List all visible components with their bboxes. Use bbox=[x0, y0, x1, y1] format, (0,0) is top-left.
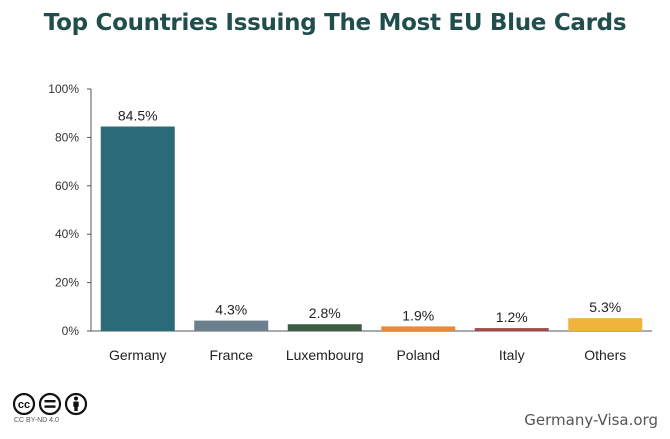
bar-germany bbox=[100, 126, 175, 331]
svg-text:cc: cc bbox=[18, 399, 30, 411]
category-label: Germany bbox=[109, 347, 167, 363]
y-tick-label: 80% bbox=[55, 130, 79, 144]
data-label: 2.8% bbox=[309, 305, 341, 321]
y-tick-label: 40% bbox=[55, 227, 79, 241]
category-label: Poland bbox=[396, 347, 440, 363]
bar-poland bbox=[381, 326, 456, 331]
license-text: CC BY-ND 4.0 bbox=[14, 417, 59, 424]
chart-axes: 0% 20% 40% 60% 80% 100% bbox=[48, 82, 652, 338]
category-label: Others bbox=[584, 347, 626, 363]
chart-title: Top Countries Issuing The Most EU Blue C… bbox=[43, 10, 627, 36]
category-label: France bbox=[209, 347, 253, 363]
data-label: 5.3% bbox=[589, 299, 621, 315]
bar-italy bbox=[474, 328, 549, 331]
y-tick-label: 100% bbox=[48, 82, 79, 96]
category-label: Italy bbox=[499, 347, 525, 363]
bar-others bbox=[568, 318, 643, 331]
bar-chart: 0% 20% 40% 60% 80% 100% 84.5% Germany 4.3% Franc… bbox=[48, 82, 652, 363]
chart-labels: 84.5% Germany 4.3% France 2.8% Luxembourg 1.9%… bbox=[109, 108, 626, 363]
bar-luxembourg bbox=[287, 324, 362, 331]
data-label: 4.3% bbox=[215, 302, 247, 318]
nd-icon bbox=[38, 392, 62, 416]
y-tick-label: 60% bbox=[55, 179, 79, 193]
chart-bars bbox=[100, 126, 643, 331]
y-tick-label: 20% bbox=[55, 276, 79, 290]
license-badge: cc bbox=[12, 392, 88, 416]
y-tick-label: 0% bbox=[62, 324, 80, 338]
data-label: 84.5% bbox=[118, 108, 158, 124]
by-icon bbox=[64, 392, 88, 416]
data-label: 1.9% bbox=[402, 307, 434, 323]
bar-france bbox=[194, 320, 269, 331]
data-label: 1.2% bbox=[496, 309, 528, 325]
site-name: Germany-Visa.org bbox=[524, 411, 658, 429]
category-label: Luxembourg bbox=[286, 347, 364, 363]
cc-icon: cc bbox=[12, 392, 36, 416]
